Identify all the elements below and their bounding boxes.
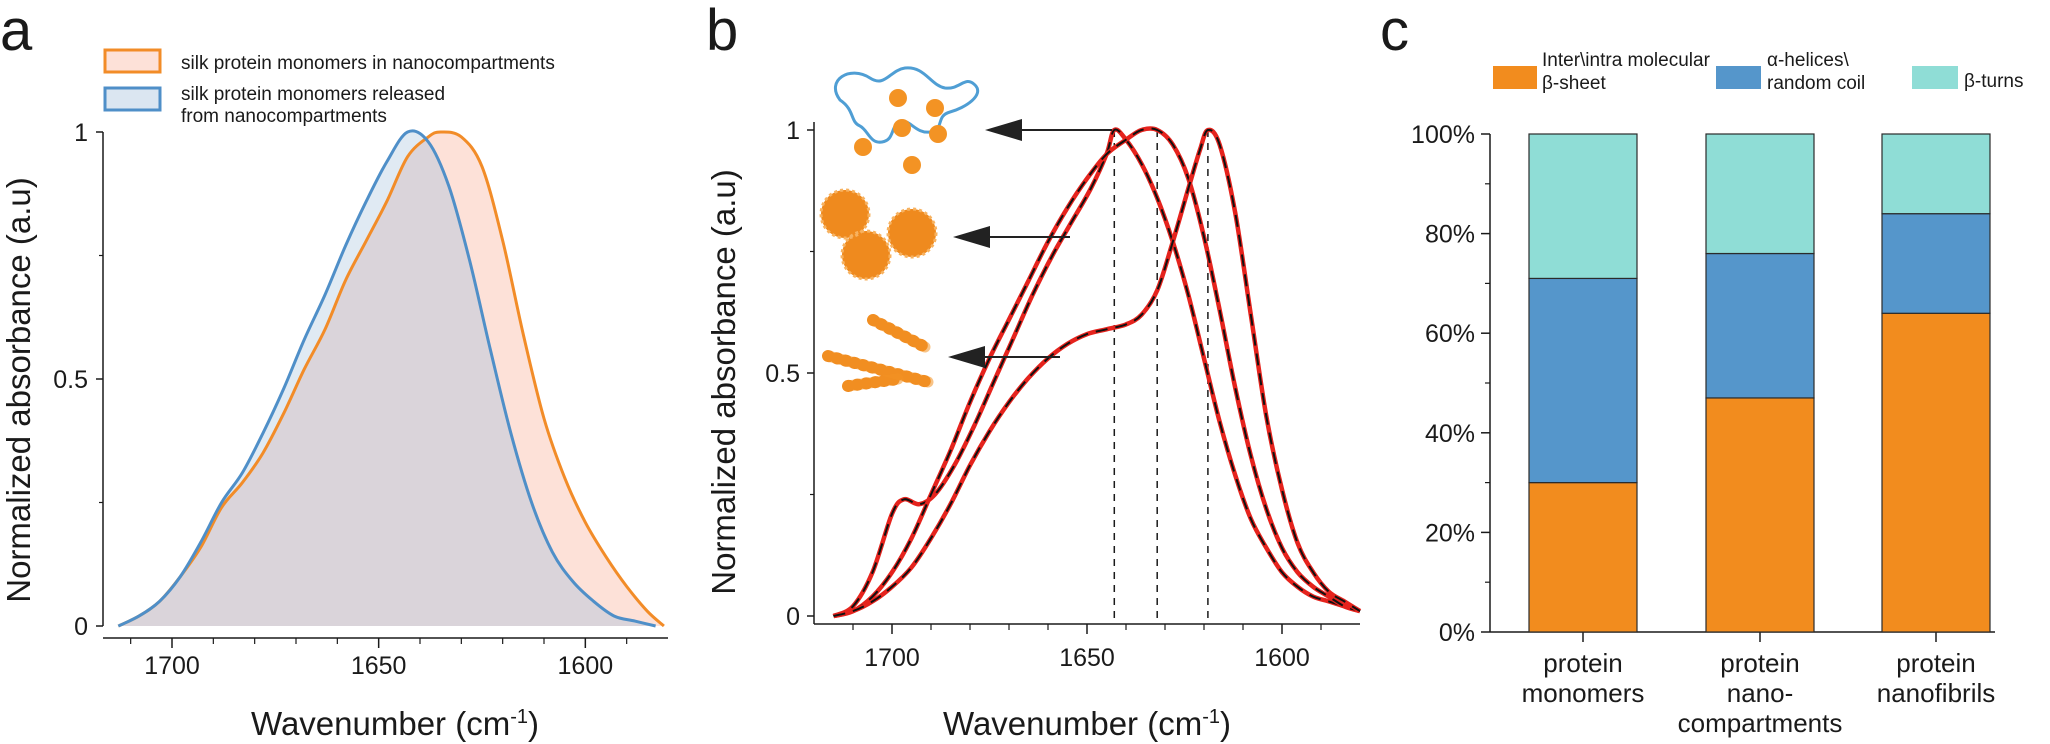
panel-a-y-axis-title: Normalized absorbance (a.u) [0,177,37,603]
legend-label-blue-line: from nanocompartments [181,106,387,127]
panel-b-x-tick-label: 1600 [1254,644,1310,672]
bar-beta_sheet-0 [1528,482,1638,633]
legend-label-turns: β-turns [1964,71,2024,92]
category-label-line: compartments [1678,708,1843,738]
panel-b-y-axis-title: Normalized absorbance (a.u) [705,169,742,595]
legend-label-helix: α-helices\ random coil [1767,50,1865,94]
panel-b-x-axis-title: Wavenumber (cm-1) [943,705,1231,742]
panel-a-y-tick-label: 0.5 [53,366,88,394]
legend-swatch-blue [103,86,162,112]
panel-c-y-tick-label: 80% [1425,221,1475,249]
panel-a-chart: 1700 1650 1600 0 0.5 1 Normalized absorbance … [0,48,668,742]
legend-swatch-beta-sheet [1493,66,1537,89]
bar-helix-0 [1528,277,1638,484]
legend-label-line: random coil [1767,73,1865,94]
nanofibril-illustration [822,314,934,392]
panel-b-x-axis-title-sup: -1 [1202,706,1220,728]
legend-label-line: Inter\intra molecular [1542,50,1711,71]
panel-c-y-tick-label: 20% [1425,519,1475,547]
panel-a-y-tick-label: 0 [74,613,88,641]
legend-swatch-orange [103,48,162,74]
panel-a-y-tick-label: 1 [74,119,88,147]
category-label-line: nanofibrils [1877,678,1996,708]
legend-label-line: β-sheet [1542,73,1606,94]
arrow-nanocompartment-head [953,226,990,248]
panel-a-x-tick-label: 1650 [351,652,407,680]
bar-turns-0 [1528,133,1638,280]
bar-helix-1 [1705,252,1815,399]
nanocompartment-illustration [819,188,938,281]
panel-b-y-tick-label: 0 [786,603,800,631]
bar-turns-1 [1705,133,1815,255]
monomer-chain-illustration [833,66,979,174]
category-label-line: monomers [1522,678,1645,708]
panel-b-chart: 1700 1650 1600 0 0.5 1 Normalized absorbance … [705,66,1362,742]
panel-c-y-tick-label: 60% [1425,320,1475,348]
legend-label-line: α-helices\ [1767,50,1849,71]
category-label-line: protein [1543,648,1623,678]
panel-b-x-tick-label: 1700 [864,644,920,672]
legend-swatch-helix [1716,66,1761,89]
bar-beta_sheet-2 [1881,312,1991,633]
arrow-nanofibril-head [948,346,985,368]
panel-b-x-tick-label: 1650 [1059,644,1115,672]
arrow-monomer-head [985,119,1022,141]
panel-c-y-tick-label: 0% [1439,619,1475,647]
panel-b-letter: b [706,0,738,63]
legend-label-orange: silk protein monomers in nanocompartment… [181,53,555,74]
panel-a-x-tick-label: 1700 [144,652,200,680]
panel-a-x-axis-title-end: ) [528,705,539,742]
legend-label-line: β-turns [1964,71,2024,92]
arrows [948,119,1112,368]
legend-label-blue-line: silk protein monomers released [181,84,445,105]
legend-label-beta-sheet: Inter\intra molecular β-sheet [1542,50,1711,94]
bar-beta_sheet-1 [1705,397,1815,633]
panel-a-overlap-fill [118,131,656,626]
panel-b-y-tick-label: 1 [786,117,800,145]
panel-c-letter: c [1380,0,1409,63]
panel-b-series-dash-0 [833,128,1361,617]
category-label-line: protein [1896,648,1976,678]
panel-c-y-tick-label: 100% [1411,121,1475,149]
category-label-line: nano- [1727,678,1794,708]
legend-swatch-turns [1912,66,1958,89]
panel-b-series-dash-1 [833,127,1361,617]
category-label: protein monomers [1522,648,1645,708]
bar-turns-2 [1881,133,1991,215]
panel-b-x-axis-title-end: ) [1220,705,1231,742]
category-label-line: protein [1720,648,1800,678]
panel-a-series-line-1 [117,129,656,628]
panel-a-x-axis-title-main: Wavenumber (cm [251,705,510,742]
panel-a-x-axis-title: Wavenumber (cm-1) [251,705,539,742]
category-label: protein nano-compartments [1678,648,1843,738]
panel-b-x-axis-title-main: Wavenumber (cm [943,705,1202,742]
panel-c-chart: 0%20%40%60%80%100% protein monomersprotei… [1411,50,2023,738]
panel-a-x-tick-label: 1600 [558,652,614,680]
panel-b-series-red-1 [832,126,1361,619]
panel-a-series-line-0 [117,130,665,628]
bar-helix-2 [1881,213,1991,314]
panel-b-series-dash-2 [833,128,1361,617]
panel-a-x-axis-title-sup: -1 [510,706,528,728]
legend-label-blue: silk protein monomers released from nanoc… [181,84,445,127]
panel-b-y-tick-label: 0.5 [765,360,800,388]
panel-a-letter: a [0,0,33,63]
panel-c-y-tick-label: 40% [1425,420,1475,448]
category-label: protein nanofibrils [1877,648,1996,708]
